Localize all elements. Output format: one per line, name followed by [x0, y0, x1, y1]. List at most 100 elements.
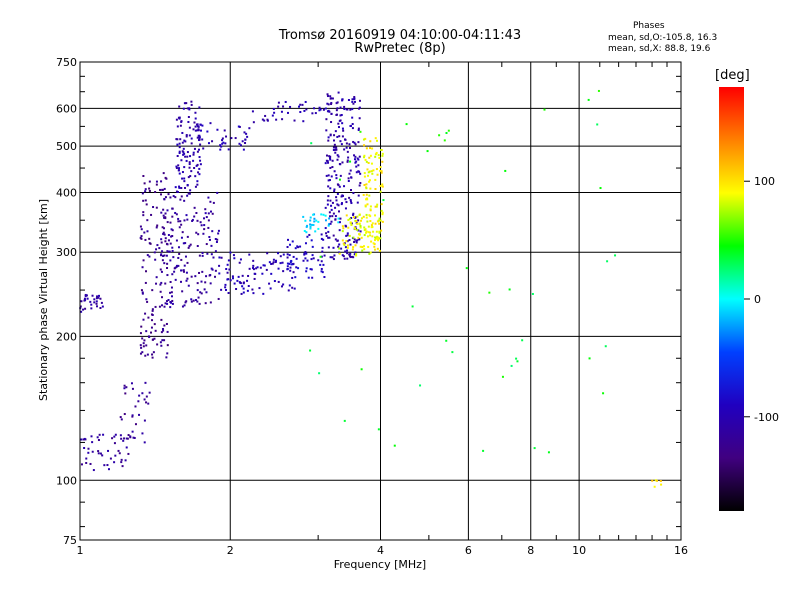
echo-point	[325, 118, 328, 121]
echo-point	[304, 100, 307, 103]
echo-point	[367, 245, 370, 248]
echo-point	[319, 108, 322, 111]
echo-point	[239, 282, 242, 285]
echo-point	[265, 268, 268, 271]
echo-point	[183, 166, 186, 169]
echo-point	[129, 436, 132, 439]
echo-point	[117, 449, 120, 452]
echo-point	[162, 172, 165, 175]
echo-point	[168, 250, 171, 253]
echo-point	[190, 170, 193, 173]
echo-point	[97, 452, 100, 455]
echo-point	[144, 199, 147, 202]
echo-point	[181, 150, 184, 153]
echo-point	[145, 401, 148, 404]
echo-point	[201, 138, 204, 141]
echo-point	[171, 229, 174, 232]
echo-point	[307, 276, 310, 279]
echo-point	[343, 185, 346, 188]
echo-point	[346, 252, 349, 255]
echo-point	[172, 195, 175, 198]
echo-point	[656, 479, 659, 482]
echo-point	[351, 116, 354, 119]
echo-point	[304, 251, 307, 254]
echo-point	[367, 225, 370, 228]
echo-point	[327, 109, 330, 112]
echo-point	[86, 297, 89, 300]
echo-point	[111, 437, 114, 440]
echo-point	[330, 208, 333, 211]
echo-point	[341, 161, 344, 164]
echo-point	[151, 338, 154, 341]
echo-point	[161, 250, 164, 253]
echo-point	[341, 239, 344, 242]
echo-point	[373, 243, 376, 246]
echo-point	[368, 180, 371, 183]
echo-point	[199, 221, 202, 224]
echo-point	[343, 138, 346, 141]
echo-point	[323, 254, 326, 257]
echo-point	[359, 172, 362, 175]
echo-point	[362, 215, 365, 218]
echo-point	[321, 246, 324, 249]
echo-point	[251, 288, 254, 291]
echo-point	[153, 251, 156, 254]
echo-point	[653, 485, 656, 488]
y-tick-label: 400	[56, 186, 77, 199]
echo-point	[369, 205, 372, 208]
echo-point	[320, 237, 323, 240]
echo-point	[293, 119, 296, 122]
echo-point	[238, 125, 241, 128]
echo-point	[200, 280, 203, 283]
echo-point	[182, 269, 185, 272]
echo-point	[182, 153, 185, 156]
echo-point	[340, 113, 343, 116]
echo-point	[202, 232, 205, 235]
echo-point	[165, 177, 168, 180]
echo-point	[248, 267, 251, 270]
echo-point	[336, 154, 339, 157]
echo-point	[160, 241, 163, 244]
echo-point	[310, 268, 313, 271]
echo-point	[148, 391, 151, 394]
echo-point	[356, 239, 359, 242]
echo-point	[142, 259, 145, 262]
echo-point	[192, 299, 195, 302]
echo-point	[197, 148, 200, 151]
echo-point	[376, 247, 379, 250]
echo-point	[374, 214, 377, 217]
echo-point	[328, 211, 331, 214]
echo-point	[103, 464, 106, 467]
echo-point	[338, 247, 341, 250]
echo-point	[216, 128, 219, 131]
echo-point	[190, 142, 193, 145]
echo-point	[363, 172, 366, 175]
echo-point	[305, 252, 308, 255]
echo-point	[322, 238, 325, 241]
echo-point	[337, 245, 340, 248]
echo-point	[326, 203, 329, 206]
echo-point	[197, 171, 200, 174]
echo-point	[291, 276, 294, 279]
echo-point	[327, 174, 330, 177]
echo-point	[263, 264, 266, 267]
echo-point	[294, 247, 297, 250]
echo-point	[143, 231, 146, 234]
echo-point	[343, 243, 346, 246]
echo-point	[123, 413, 126, 416]
echo-point	[166, 221, 169, 224]
echo-point	[203, 224, 206, 227]
echo-point	[174, 278, 177, 281]
echo-point	[371, 147, 374, 150]
echo-point	[161, 226, 164, 229]
echo-point	[349, 243, 352, 246]
echo-point	[357, 129, 360, 132]
echo-point	[227, 278, 230, 281]
echo-point	[187, 284, 190, 287]
echo-point	[371, 172, 374, 175]
echo-point	[310, 223, 313, 226]
echo-point	[360, 368, 363, 371]
echo-point	[286, 253, 289, 256]
echo-point	[91, 294, 94, 297]
echo-point	[337, 155, 340, 158]
